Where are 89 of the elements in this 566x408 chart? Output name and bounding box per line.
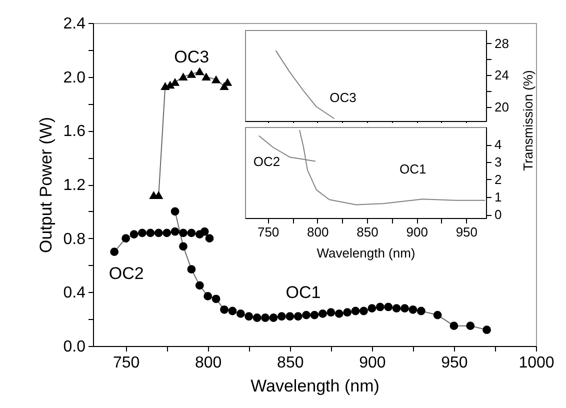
y2-tick-label: 24 [494,68,509,83]
point [200,227,209,236]
point [170,207,180,216]
point [384,302,393,312]
point [179,73,188,81]
point [154,228,163,238]
point [368,304,376,313]
point [334,310,344,318]
y-tick-label: 1.2 [63,177,86,194]
point [261,314,270,322]
point [220,305,228,314]
x-axis-title: Wavelength (nm) [250,376,380,396]
series-label: OC3 [174,47,210,66]
series-label: OC2 [108,264,144,283]
point [400,304,409,313]
x-tick-label: 750 [257,224,280,240]
point [376,302,384,312]
point [204,292,212,300]
y-tick-label: 2.0 [63,69,86,86]
point [466,322,475,330]
point [202,73,210,81]
point [170,78,180,86]
point [450,322,458,330]
series-label: OC1 [286,283,321,302]
x-tick-label: 800 [307,224,329,240]
y2-tick-label: 0 [494,207,502,222]
point [408,305,418,314]
point [416,306,426,316]
point [310,310,319,320]
y2-tick-label: 20 [494,99,509,114]
y2-axis-title: Transmission (%) [520,70,536,171]
series-label: OC2 [253,154,280,170]
point [277,312,286,321]
y-axis-title: Output Power (W) [36,116,56,254]
point [130,230,138,238]
point [179,228,188,238]
point [122,234,130,243]
y2-tick-label: 4 [494,137,502,152]
y-tick-label: 0.8 [63,230,86,248]
point [228,306,237,316]
series-label: OC1 [399,162,426,177]
x-tick-label: 1000 [518,354,554,372]
point [482,326,491,334]
y2-tick-label: 3 [494,154,502,170]
point [212,294,220,304]
point [269,314,278,322]
point [212,76,220,84]
x-tick-label: 750 [112,354,140,372]
point [162,228,172,238]
point [205,234,214,243]
x-tick-label: 900 [406,224,428,240]
point [187,228,196,238]
series-label: OC3 [330,90,356,106]
x-tick-label: 800 [195,354,222,372]
point [244,312,254,321]
x-tick-label: 850 [277,354,304,372]
point [433,310,442,320]
point [187,70,196,78]
point [360,306,368,316]
x-tick-label: 900 [359,354,386,372]
point [351,306,360,316]
point [110,248,119,256]
point [302,310,311,320]
x-axis-title: Wavelength (nm) [316,246,416,260]
point [195,68,204,76]
point [392,304,401,313]
point [318,310,327,318]
y-tick-label: 0.0 [63,338,86,356]
point [343,308,352,317]
x-tick-label: 850 [356,224,378,240]
y2-tick-label: 28 [494,36,509,51]
y-tick-label: 2.4 [63,16,86,32]
y-tick-label: 1.6 [63,123,86,140]
point [170,227,180,236]
point [286,312,294,321]
x-tick-label: 950 [441,354,468,372]
point [179,242,188,251]
point [294,312,302,321]
point [252,314,262,322]
point [195,281,204,290]
point [326,308,336,317]
y2-tick-label: 2 [494,172,502,187]
point [146,228,155,238]
y-tick-label: 0.4 [63,284,86,302]
y2-tick-label: 1 [494,190,502,204]
point [138,228,146,238]
point [236,310,245,318]
x-tick-label: 950 [456,224,478,240]
point [187,265,196,274]
